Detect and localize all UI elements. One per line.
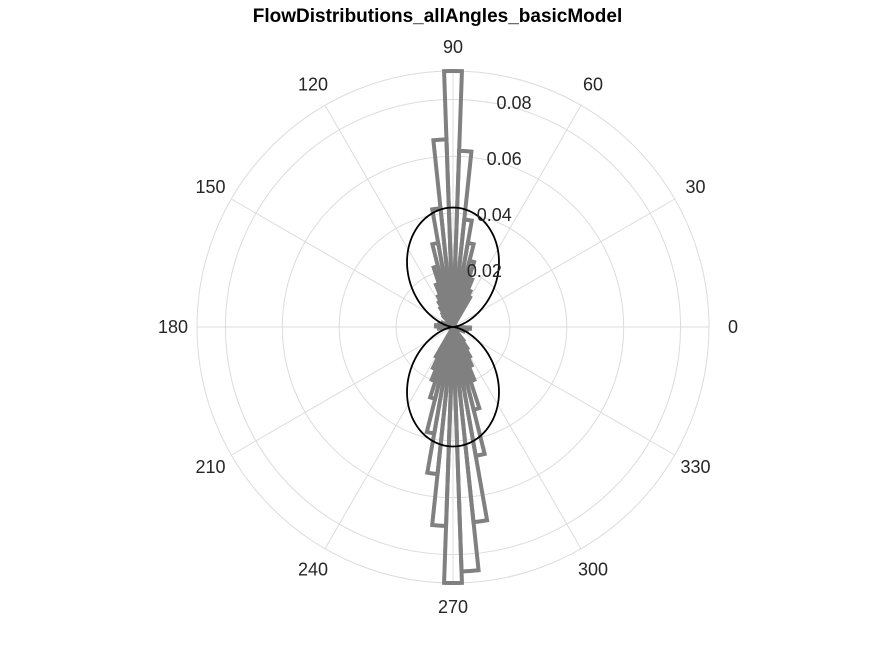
angle-tick-label: 270 bbox=[438, 597, 468, 617]
chart-title: FlowDistributions_allAngles_basicModel bbox=[252, 6, 623, 27]
histogram-bar bbox=[436, 298, 455, 328]
grid-spoke bbox=[231, 326, 454, 456]
histogram-bar bbox=[439, 310, 455, 329]
radial-tick-label: 0.02 bbox=[467, 261, 502, 281]
histogram-bar bbox=[431, 263, 455, 328]
angle-tick-label: 120 bbox=[298, 75, 328, 95]
radial-tick-label: 0.06 bbox=[487, 149, 522, 169]
grid-spoke bbox=[452, 105, 582, 328]
histogram-bar bbox=[431, 137, 455, 328]
angle-tick-labels: 0 30 60 90 120 150 180 210 240 270 300 330 bbox=[158, 37, 738, 617]
angle-tick-label: 240 bbox=[298, 559, 328, 579]
histogram-bar bbox=[451, 325, 467, 344]
grid-spoke bbox=[452, 326, 582, 549]
angle-tick-label: 30 bbox=[685, 177, 705, 197]
histogram-bar bbox=[437, 304, 455, 329]
histogram-bar bbox=[451, 325, 473, 361]
radial-tick-label: 0.08 bbox=[497, 93, 532, 113]
histogram-bar bbox=[451, 326, 488, 459]
grid-spoke bbox=[231, 198, 454, 328]
model-curve bbox=[406, 206, 500, 448]
histogram-bar bbox=[429, 240, 455, 328]
angle-tick-label: 90 bbox=[443, 37, 463, 57]
histogram-bar bbox=[442, 69, 464, 328]
histogram-bar bbox=[451, 326, 477, 384]
angle-tick-label: 60 bbox=[583, 75, 603, 95]
grid-spoke bbox=[452, 326, 675, 456]
histogram-bar bbox=[435, 292, 455, 328]
radial-tick-labels: 0.02 0.04 0.06 0.08 bbox=[467, 93, 532, 281]
histogram-bar bbox=[451, 325, 471, 352]
grid-spoke bbox=[324, 326, 454, 549]
histogram-bar bbox=[451, 326, 475, 370]
histogram-bar bbox=[433, 323, 454, 329]
histogram-bar bbox=[433, 281, 455, 328]
histogram-bar bbox=[451, 326, 481, 574]
angle-tick-label: 300 bbox=[578, 559, 608, 579]
angle-tick-label: 210 bbox=[195, 457, 225, 477]
histogram-bar bbox=[442, 326, 464, 585]
radial-tick-label: 0.04 bbox=[477, 205, 512, 225]
histogram-bar bbox=[436, 325, 454, 331]
angle-tick-label: 0 bbox=[728, 317, 738, 337]
model-curve-layer bbox=[406, 206, 500, 448]
angle-tick-label: 180 bbox=[158, 317, 188, 337]
histogram-bar bbox=[452, 325, 473, 331]
histogram-bar bbox=[440, 312, 455, 329]
grid-spoke bbox=[324, 105, 454, 328]
angle-tick-label: 330 bbox=[680, 457, 710, 477]
grid-spoke bbox=[452, 198, 675, 328]
histogram-bar bbox=[429, 205, 455, 328]
angle-tick-label: 150 bbox=[195, 177, 225, 197]
histogram-bar bbox=[451, 326, 490, 525]
histogram-bar bbox=[451, 326, 482, 413]
